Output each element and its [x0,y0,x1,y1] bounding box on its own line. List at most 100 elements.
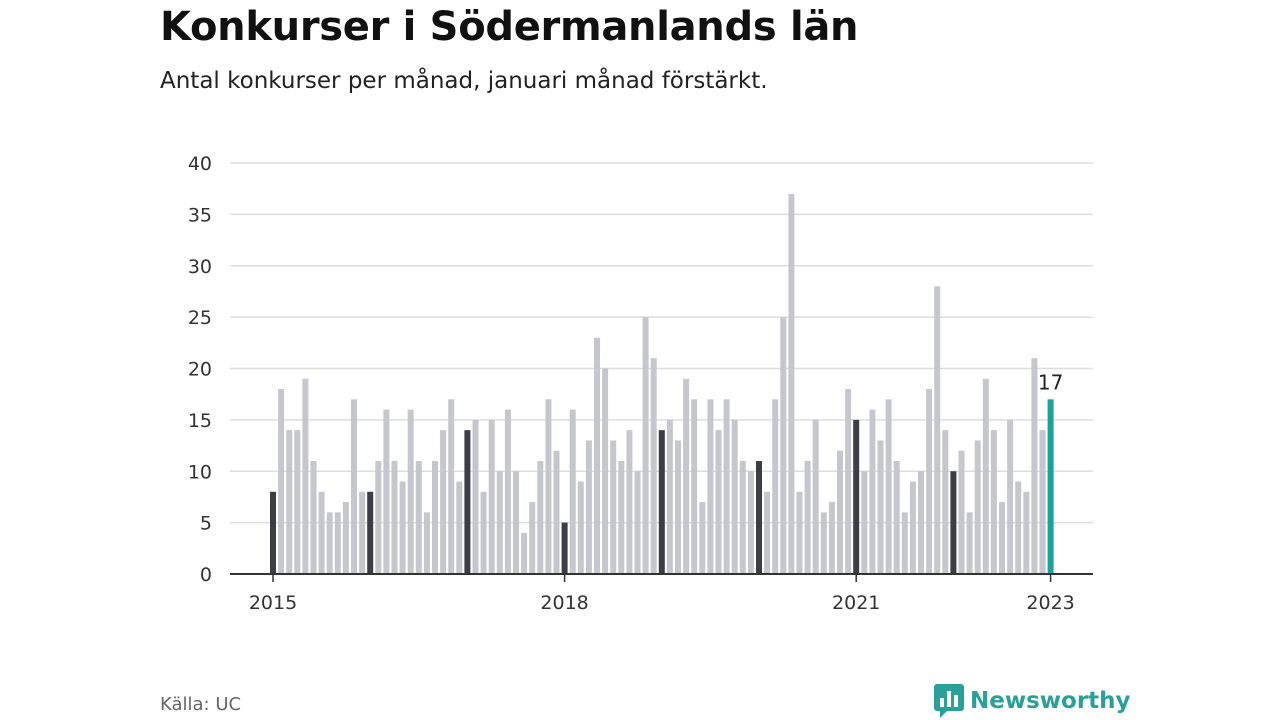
x-axis: 2015 2018 2021 2023 [230,573,1093,614]
brand-name: Newsworthy [970,688,1131,714]
bar-2015-03 [286,430,293,574]
bar-2017-10 [537,460,544,574]
bar-2015-10 [342,502,349,574]
bar-2019-02 [666,419,673,574]
bar-2016-12 [456,481,463,574]
bar-2017-12 [553,450,560,574]
bar-2022-08 [1007,419,1014,574]
bar-2020-02 [764,491,771,574]
bar-2019-05 [691,399,698,574]
bar-2022-11 [1031,358,1038,574]
bar-2015-11 [351,399,357,574]
bar-2019-12 [747,471,754,574]
bar-2017-11 [545,399,552,574]
bar-2016-04 [391,460,398,574]
bar-2015-01 [270,491,276,574]
bar-2017-05 [496,471,503,574]
bar-2018-05 [594,337,600,574]
x-tick-label: 2021 [832,592,880,614]
bar-2021-06 [893,460,900,574]
bar-2020-07 [804,460,811,574]
y-tick-label: 25 [188,307,212,329]
bar-2021-11 [934,286,941,574]
bar-2021-12 [942,430,949,574]
bar-2022-05 [982,378,989,574]
bar-2017-09 [529,502,536,574]
y-tick-label: 40 [188,153,212,175]
bar-2019-01 [658,430,665,574]
bar-2018-01 [561,522,568,574]
brand-logo[interactable]: Newsworthy [934,684,1131,718]
bar-2020-12 [845,389,852,574]
y-tick-label: 15 [188,410,212,432]
data-labels: 17 [1038,370,1063,394]
bar-2022-02 [958,450,965,574]
bar-2021-05 [885,399,892,574]
x-tick-label: 2015 [249,592,297,614]
bar-2016-09 [432,460,438,574]
bar-2019-06 [699,502,706,574]
bar-2017-02 [472,419,479,574]
bar-2021-08 [909,481,916,574]
bar-2021-09 [918,471,924,574]
bar-2020-01 [756,460,762,574]
bar-2020-10 [828,502,835,574]
chart-subtitle: Antal konkurser per månad, januari månad… [160,68,768,94]
bar-2015-06 [310,460,317,574]
bar-2022-06 [990,430,997,574]
bar-2018-03 [577,481,584,574]
bar-2018-06 [602,368,609,574]
bars [270,193,1054,574]
y-tick-label: 5 [200,513,212,535]
bar-2022-03 [966,512,973,574]
bar-2021-02 [861,471,868,574]
source-note: Källa: UC [160,694,242,715]
bar-2017-06 [504,409,511,574]
chart-title: Konkurser i Södermanlands län [160,4,859,50]
bar-2015-07 [318,491,325,574]
y-axis-ticks: 0 5 10 15 20 25 30 35 40 [188,153,212,586]
bar-2020-09 [820,512,827,574]
bar-2016-07 [415,460,422,574]
bar-2017-01 [464,430,471,574]
bar-2020-06 [796,491,803,574]
bar-2018-09 [626,430,633,574]
bar-2016-05 [399,481,406,574]
bar-2020-04 [780,317,787,574]
bar-2021-07 [901,512,908,574]
bar-2022-07 [999,502,1005,574]
y-tick-label: 10 [188,461,212,483]
bar-2021-10 [926,389,933,574]
newsworthy-logo-icon [934,684,964,718]
bar-2016-01 [367,491,374,574]
bar-2019-10 [731,419,738,574]
bar-2022-12 [1039,430,1046,574]
bar-2020-05 [788,193,795,574]
bar-2017-08 [521,532,528,574]
bar-2016-03 [383,409,390,574]
x-tick-label: 2023 [1026,592,1074,614]
bar-2019-07 [707,399,714,574]
bar-2015-04 [294,430,301,574]
bar-2018-12 [650,358,657,574]
latest-value-label: 17 [1038,370,1063,394]
bar-2016-06 [407,409,414,574]
bar-2015-09 [334,512,341,574]
bar-2019-08 [715,430,722,574]
bar-2016-10 [440,430,447,574]
bar-2020-03 [772,399,779,574]
bar-2017-07 [513,471,519,574]
bar-2016-11 [448,399,455,574]
bar-2019-03 [675,440,681,574]
bar-2016-02 [375,460,382,574]
bar-2018-02 [569,409,576,574]
bar-2015-12 [359,491,366,574]
bar-2015-08 [326,512,333,574]
x-tick-label: 2018 [540,592,588,614]
bar-2022-10 [1023,491,1030,574]
bar-2019-04 [683,378,690,574]
bar-2021-01 [853,419,860,574]
bar-2019-11 [739,460,746,574]
bar-2020-08 [812,419,819,574]
